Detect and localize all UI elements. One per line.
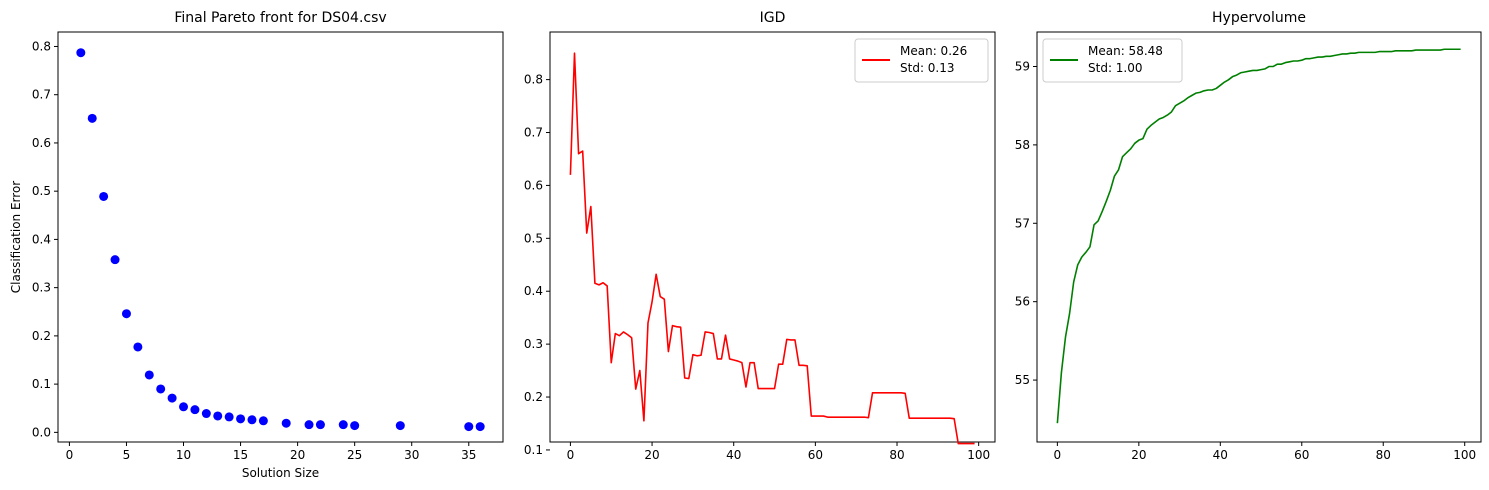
legend-mean: Mean: 0.26 (900, 44, 967, 58)
scatter-point (338, 420, 348, 430)
pareto-front-panel: Final Pareto front for DS04.csv Solution… (9, 10, 504, 480)
x-tick-label: 20 (644, 448, 659, 462)
scatter-point (281, 418, 291, 428)
scatter-point (167, 393, 177, 403)
y-tick-label: 56 (1015, 295, 1030, 309)
x-tick-label: 10 (176, 448, 191, 462)
chart-title: Final Pareto front for DS04.csv (174, 10, 386, 26)
scatter-point (224, 412, 234, 422)
x-tick-label: 35 (461, 448, 476, 462)
y-tick-label: 0.3 (32, 281, 51, 295)
x-tick-label: 60 (1294, 448, 1309, 462)
y-tick-label: 0.2 (32, 329, 51, 343)
x-tick-label: 5 (123, 448, 131, 462)
plot-area-frame (57, 31, 504, 443)
x-tick-label: 20 (290, 448, 305, 462)
y-tick-label: 58 (1015, 138, 1030, 152)
x-tick-label: 100 (967, 448, 990, 462)
axis-ticks: 0 20 40 60 80 100 0.1 0.2 0.3 0.4 0.5 0.6 0.7 0.8 (524, 73, 990, 462)
scatter-point (213, 411, 223, 421)
x-tick-label: 40 (1213, 448, 1228, 462)
y-tick-label: 0.5 (524, 231, 543, 245)
scatter-point (156, 384, 166, 394)
x-tick-label: 30 (404, 448, 419, 462)
scatter-point (76, 48, 86, 58)
axis-ticks: 0 5 10 15 20 25 30 35 0.0 0.1 0.2 0.3 0.4 0.5 0.6 0.7 0.… (32, 39, 477, 462)
y-tick-label: 57 (1015, 216, 1030, 230)
x-tick-label: 60 (808, 448, 823, 462)
y-tick-label: 59 (1015, 59, 1030, 73)
legend-std: Std: 1.00 (1088, 61, 1143, 75)
y-tick-label: 0.4 (32, 232, 51, 246)
x-tick-label: 25 (347, 448, 362, 462)
scatter-points (76, 48, 485, 432)
scatter-point (99, 191, 109, 201)
y-tick-label: 0.1 (32, 377, 51, 391)
x-tick-label: 80 (889, 448, 904, 462)
scatter-point (190, 405, 200, 415)
legend-std: Std: 0.13 (900, 61, 955, 75)
scatter-point (87, 113, 97, 123)
x-tick-label: 15 (233, 448, 248, 462)
y-tick-label: 0.3 (524, 337, 543, 351)
scatter-point (247, 415, 257, 425)
scatter-point (464, 422, 474, 432)
chart-title: IGD (760, 10, 786, 26)
legend: Mean: 0.26 Std: 0.13 (854, 38, 989, 83)
y-tick-label: 0.5 (32, 184, 51, 198)
x-tick-label: 0 (567, 448, 575, 462)
x-tick-label: 80 (1376, 448, 1391, 462)
igd-panel: IGD 0 20 40 60 80 100 0.1 0.2 0.3 0.4 0.5 0.6 0.7 0.8… (524, 10, 996, 462)
hypervolume-line (1056, 48, 1461, 424)
x-tick-label: 100 (1453, 448, 1476, 462)
scatter-point (475, 422, 485, 432)
y-tick-label: 0.8 (524, 73, 543, 87)
hypervolume-panel: Hypervolume 0 20 40 60 80 100 55 56 57 58 59 Mean:… (1015, 10, 1482, 462)
legend-mean: Mean: 58.48 (1088, 44, 1163, 58)
y-tick-label: 0.6 (524, 178, 543, 192)
scatter-point (201, 409, 211, 419)
plot-area-frame (1036, 31, 1482, 443)
y-axis-label: Classification Error (9, 181, 23, 294)
scatter-point (395, 421, 405, 431)
legend-box (1042, 38, 1183, 83)
scatter-point (258, 416, 268, 426)
scatter-point (315, 420, 325, 430)
x-tick-label: 0 (66, 448, 74, 462)
y-tick-label: 0.7 (32, 88, 51, 102)
series-line (1056, 48, 1461, 424)
scatter-point (133, 342, 143, 352)
series-line (569, 52, 975, 445)
y-tick-label: 0.2 (524, 390, 543, 404)
y-tick-label: 0.7 (524, 126, 543, 140)
scatter-point (179, 402, 189, 412)
x-axis-label: Solution Size (242, 466, 319, 480)
scatter-point (144, 370, 154, 380)
plot-area-frame (549, 31, 996, 443)
y-tick-label: 55 (1015, 373, 1030, 387)
x-tick-label: 40 (726, 448, 741, 462)
scatter-point (236, 414, 246, 424)
axis-ticks: 0 20 40 60 80 100 55 56 57 58 59 (1015, 59, 1476, 462)
y-tick-label: 0.0 (32, 425, 51, 439)
chart-title: Hypervolume (1212, 10, 1306, 26)
scatter-point (121, 309, 131, 319)
y-tick-label: 0.1 (524, 443, 543, 457)
x-tick-label: 20 (1131, 448, 1146, 462)
y-tick-label: 0.6 (32, 136, 51, 150)
igd-line (569, 52, 975, 445)
legend: Mean: 58.48 Std: 1.00 (1042, 38, 1183, 83)
scatter-point (350, 421, 360, 431)
scatter-point (304, 420, 314, 430)
scatter-point (110, 255, 120, 265)
legend-box (854, 38, 989, 83)
y-tick-label: 0.4 (524, 284, 543, 298)
x-tick-label: 0 (1054, 448, 1062, 462)
y-tick-label: 0.8 (32, 39, 51, 53)
